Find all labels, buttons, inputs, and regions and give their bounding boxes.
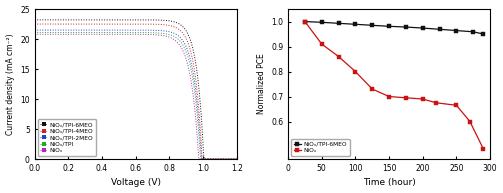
Y-axis label: Current density (mA cm⁻²): Current density (mA cm⁻²) xyxy=(6,33,15,135)
Legend: NiOₓ/TPI-6MEO, NiOₓ: NiOₓ/TPI-6MEO, NiOₓ xyxy=(291,139,350,156)
Legend: NiOₓ/TPI-6MEO, NiOₓ/TPI-4MEO, NiOₓ/TPI-2MEO, NiOₓ/TPI, NiOₓ: NiOₓ/TPI-6MEO, NiOₓ/TPI-4MEO, NiOₓ/TPI-2… xyxy=(38,119,96,156)
Y-axis label: Normalized PCE: Normalized PCE xyxy=(257,54,266,114)
X-axis label: Voltage (V): Voltage (V) xyxy=(111,179,160,187)
X-axis label: Time (hour): Time (hour) xyxy=(363,179,415,187)
